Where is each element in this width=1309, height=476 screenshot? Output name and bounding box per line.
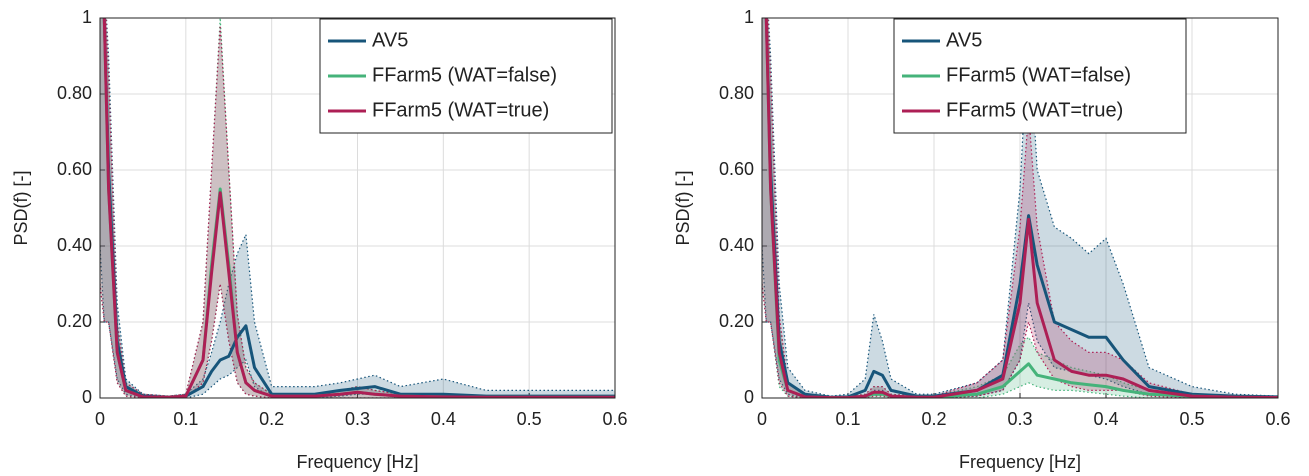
y-tick-label: 0.80 [57,83,92,103]
band-upper [105,18,615,397]
y-tick-label: 0.40 [719,235,754,255]
legend-label: FFarm5 (WAT=false) [372,64,557,86]
legend: AV5 FFarm5 (WAT=false) FFarm5 (WAT=true) [893,18,1187,134]
axes-box [99,17,616,399]
y-tick-label: 0.80 [719,83,754,103]
band [100,18,615,398]
x-tick-label: 0.3 [1007,409,1032,429]
legend-label: FFarm5 (WAT=true) [946,99,1123,121]
y-tick-label: 0.40 [57,235,92,255]
legend-box [319,18,613,134]
line [764,18,1278,398]
x-tick-label: 0.1 [835,409,860,429]
legend-label: AV5 [372,29,408,51]
y-tick-label: 1 [82,7,92,27]
y-axis-label: PSD(f) [-] [673,171,693,246]
x-tick-label: 0.2 [921,409,946,429]
y-tick-label: 0.20 [719,311,754,331]
x-tick-label: 0 [95,409,105,429]
band-upper [767,18,1278,397]
x-tick-label: 0.3 [345,409,370,429]
x-axis-label: Frequency [Hz] [296,452,418,472]
band [762,18,1278,398]
band-lower [762,245,1278,398]
band [100,18,615,398]
x-tick-label: 0.5 [517,409,542,429]
legend-label: AV5 [946,29,982,51]
y-tick-label: 0.60 [719,159,754,179]
y-tick-label: 0 [744,387,754,407]
legend-box [893,18,1187,134]
x-tick-label: 0.4 [1093,409,1118,429]
x-tick-label: 0.4 [431,409,456,429]
x-tick-label: 0.6 [1265,409,1290,429]
band [100,18,615,398]
y-axis-label: PSD(f) [-] [11,171,31,246]
line [102,18,615,398]
legend-label: FFarm5 (WAT=false) [946,64,1131,86]
y-tick-label: 1 [744,7,754,27]
x-axis-label: Frequency [Hz] [959,452,1081,472]
x-tick-label: 0.6 [602,409,627,429]
plot-area [100,18,615,398]
chart: 0 0.1 0.2 0.3 0.4 0.5 0.600.200.400.600.801Fre… [673,7,1291,472]
x-tick-label: 0.5 [1179,409,1204,429]
y-tick-label: 0 [82,387,92,407]
chart: 0 0.1 0.2 0.3 0.4 0.5 0.600.200.400.600.801Fre… [11,7,628,472]
legend: AV5 FFarm5 (WAT=false) FFarm5 (WAT=true) [319,18,613,134]
x-tick-label: 0.2 [259,409,284,429]
x-tick-label: 0.1 [173,409,198,429]
y-tick-label: 0.60 [57,159,92,179]
legend-label: FFarm5 (WAT=true) [372,99,549,121]
line [102,18,615,398]
x-tick-label: 0 [757,409,767,429]
y-tick-label: 0.20 [57,311,92,331]
band [762,18,1278,398]
plot-area [762,18,1278,398]
axes-box [761,17,1279,399]
